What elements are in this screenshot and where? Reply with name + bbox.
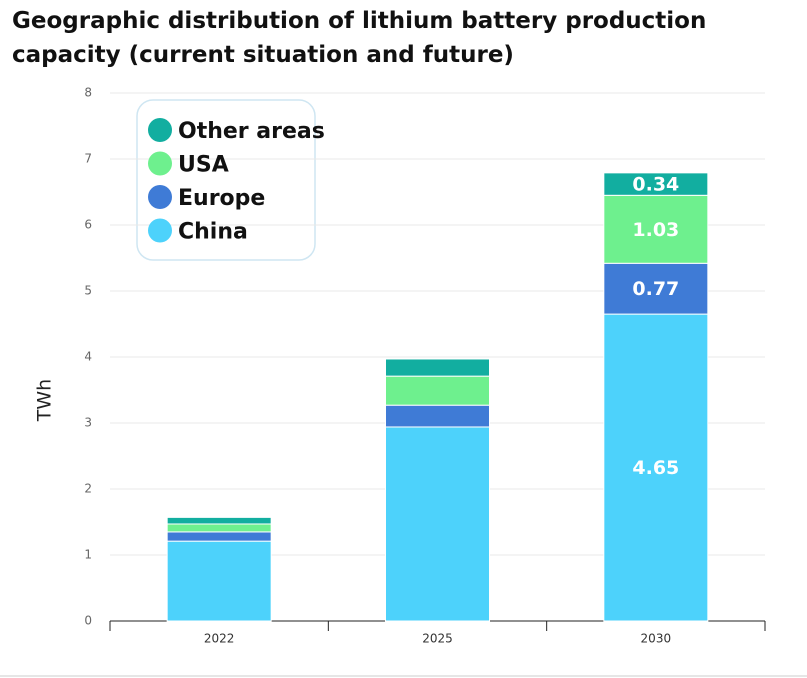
data-label: 0.34: [632, 174, 679, 196]
bar-segment: [166, 531, 272, 542]
legend-swatch: [148, 185, 172, 209]
bar-segment: [603, 262, 709, 315]
bar-segment: [166, 516, 272, 525]
bar-segment: [385, 358, 490, 377]
data-label: 4.65: [632, 457, 679, 479]
legend-label: Europe: [178, 186, 265, 211]
y-tick-label: 2: [84, 482, 92, 496]
y-tick-label: 6: [84, 218, 92, 232]
y-tick-label: 3: [84, 416, 92, 430]
legend-swatch: [148, 118, 172, 142]
data-label: 0.77: [632, 278, 679, 300]
chart-title: Geographic distribution of lithium batte…: [12, 8, 707, 68]
y-tick-label: 4: [84, 350, 92, 364]
bar-segment: [385, 404, 490, 428]
legend-label: USA: [178, 153, 229, 178]
bar-segment: [603, 313, 709, 622]
legend-box: [136, 99, 316, 261]
bar-segment: [166, 523, 272, 533]
x-tick-label: 2025: [422, 632, 453, 646]
bar-segment: [603, 172, 709, 196]
y-tick-label: 5: [84, 284, 92, 298]
x-tick-label: 2030: [641, 632, 672, 646]
data-label: 1.03: [632, 219, 679, 241]
y-tick-label: 0: [84, 614, 92, 628]
x-tick-label: 2022: [204, 632, 235, 646]
bar-segment: [166, 540, 272, 622]
y-tick-label: 8: [84, 86, 92, 100]
y-tick-label: 7: [84, 152, 92, 166]
bar-segment: [385, 375, 490, 406]
y-tick-label: 1: [84, 548, 92, 562]
y-axis-label: TWh: [34, 379, 56, 422]
bar-segment: [385, 426, 490, 622]
legend-label: China: [178, 220, 248, 245]
legend-swatch: [148, 218, 172, 243]
legend-label: Other areas: [178, 119, 325, 144]
legend-swatch: [148, 151, 172, 176]
